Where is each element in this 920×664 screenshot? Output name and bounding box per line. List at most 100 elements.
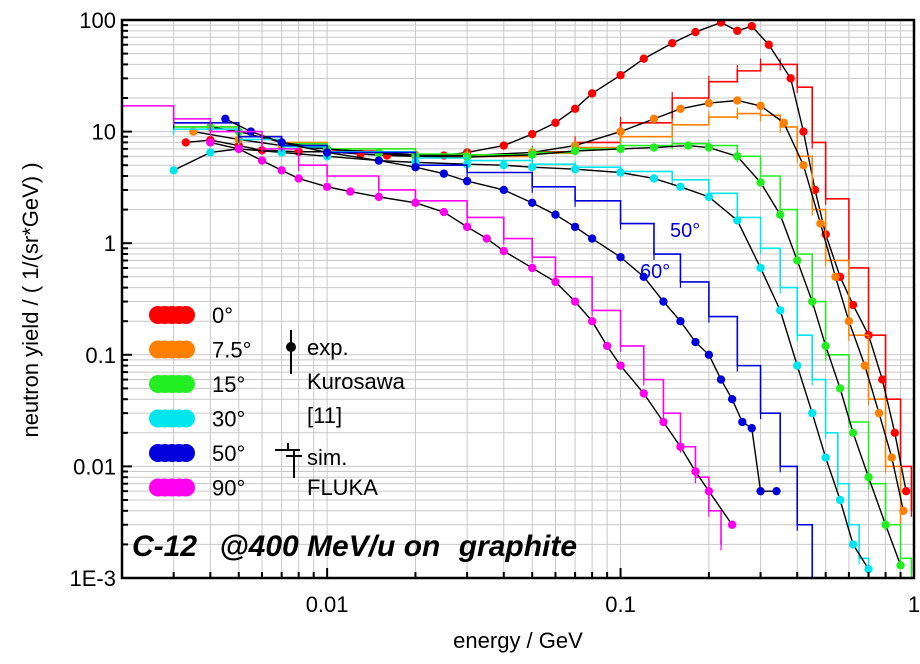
exp-point	[411, 198, 420, 208]
y-tick-label: 1E-3	[70, 566, 116, 591]
exp-point	[257, 156, 267, 165]
exp-point	[570, 165, 580, 174]
exp-point	[816, 219, 825, 228]
exp-label: exp.	[307, 335, 349, 360]
exp-series-5	[206, 138, 737, 529]
exp-point	[860, 361, 870, 370]
exp-point	[799, 160, 808, 170]
exp-point	[482, 234, 491, 243]
exp-line	[210, 141, 733, 526]
exp-point	[756, 178, 765, 187]
exp-point	[683, 141, 693, 150]
series-5	[122, 99, 737, 551]
exp-point	[551, 118, 560, 127]
exp-point	[374, 156, 383, 165]
exp-point	[890, 428, 899, 438]
exp-point	[821, 341, 830, 351]
exp-point	[901, 486, 911, 496]
exp-point	[756, 486, 765, 496]
axis-ticks	[122, 24, 902, 578]
exp-point	[691, 467, 700, 476]
exp-point	[793, 361, 802, 370]
exp-point	[848, 300, 858, 310]
legend-label: 50°	[212, 441, 245, 466]
y-tick-label: 100	[79, 8, 116, 33]
y-tick-label: 10	[92, 120, 116, 145]
series-0	[173, 20, 913, 517]
exp-point	[878, 375, 887, 384]
legend-label: 7.5°	[212, 338, 251, 363]
annotation-50-deg: 50°	[670, 220, 700, 242]
exp-point	[570, 222, 580, 232]
exp-point	[808, 297, 817, 306]
exp-point	[322, 148, 332, 157]
exp-symbol-dot	[286, 342, 296, 352]
exp-point	[322, 182, 332, 192]
exp-point	[462, 160, 472, 169]
y-tick-label: 1	[104, 231, 116, 256]
legend-swatch	[177, 444, 195, 462]
exp-point	[848, 428, 858, 438]
exp-point	[206, 138, 215, 147]
exp-point	[221, 114, 230, 124]
exp-point	[499, 246, 508, 256]
sim-step-line	[173, 121, 814, 578]
exp-point	[616, 71, 625, 80]
exp-point	[277, 166, 286, 175]
exp-point	[704, 98, 714, 108]
exp-point	[277, 148, 286, 157]
exp-point	[570, 104, 580, 114]
plot-frame	[120, 18, 916, 580]
sim-step-line	[173, 126, 913, 574]
exp-point	[808, 408, 817, 418]
exp-point	[616, 144, 625, 154]
y-tick-label: 0.01	[73, 454, 116, 479]
exp-point	[602, 341, 612, 351]
exp-point	[704, 192, 714, 202]
exp-point	[616, 127, 625, 136]
exp-point	[570, 146, 580, 156]
exp-point	[649, 174, 659, 183]
exp-point	[733, 216, 742, 225]
exp-point	[499, 160, 508, 170]
exp-point	[756, 101, 765, 111]
exp-point	[738, 417, 747, 427]
exp-point	[844, 317, 854, 326]
exp-point	[206, 148, 215, 157]
exp-point	[277, 138, 286, 147]
legend-label: 90°	[212, 476, 245, 501]
exp-point	[848, 540, 858, 549]
exp-point	[528, 129, 537, 139]
exp-point	[899, 506, 908, 516]
exp-source-label: Kurosawa	[307, 369, 406, 394]
exp-point	[169, 166, 178, 175]
exp-point	[676, 317, 685, 326]
exp-point	[776, 306, 785, 315]
exp-point	[528, 150, 537, 159]
tick-labels: 0.01 0.1 1 100 10 1 0.1 0.01 1E-3	[70, 8, 920, 617]
exp-point	[616, 361, 625, 370]
exp-point	[668, 38, 677, 48]
exp-point	[887, 453, 896, 462]
exp-point	[821, 453, 830, 462]
exp-point	[676, 182, 685, 192]
exp-point	[659, 417, 668, 427]
sim-step-line	[122, 105, 722, 545]
legend-label: 15°	[212, 372, 245, 397]
exp-point	[411, 162, 420, 172]
exp-point	[528, 162, 537, 172]
exp-point	[528, 198, 537, 208]
title-energy: @400 MeV/u on	[219, 530, 440, 563]
exp-point	[835, 384, 845, 393]
exp-point	[716, 375, 726, 384]
exp-point	[756, 263, 765, 273]
series-layer	[122, 20, 913, 578]
exp-point	[831, 272, 840, 281]
exp-point	[733, 26, 742, 36]
legend: 0° 7.5° 15° 30° 50° 90°	[149, 303, 251, 501]
exp-point	[727, 395, 737, 404]
exp-point	[676, 104, 685, 114]
exp-series-3	[169, 144, 873, 574]
sim-step-line	[173, 112, 902, 525]
